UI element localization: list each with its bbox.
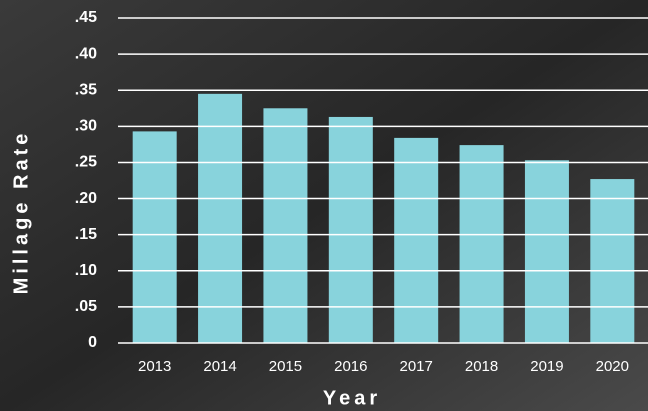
y-tick-label: .10: [75, 262, 97, 279]
bar: [263, 108, 308, 344]
bar: [524, 160, 569, 343]
x-tick-label: 2015: [269, 358, 302, 375]
y-tick-label: 0: [88, 334, 97, 351]
bar: [394, 137, 439, 343]
y-tick-label: .25: [75, 154, 97, 171]
y-tick-label: .05: [75, 298, 97, 315]
x-tick-label: 2020: [596, 358, 629, 375]
bar: [459, 145, 504, 343]
y-tick-label: .15: [75, 226, 97, 243]
y-tick-label: .30: [75, 118, 97, 135]
bar: [198, 93, 243, 343]
x-tick-label: 2016: [334, 358, 367, 375]
x-tick-label: 2014: [203, 358, 236, 375]
y-tick-label: .35: [75, 81, 97, 98]
x-tick-label: 2019: [530, 358, 563, 375]
y-axis-label: Millage Rate: [10, 130, 32, 295]
y-tick-label: .45: [75, 9, 97, 26]
x-axis-label: Year: [323, 387, 381, 409]
bar: [132, 131, 177, 343]
y-tick-label: .40: [75, 45, 97, 62]
y-tick-label: .20: [75, 190, 97, 207]
x-tick-label: 2017: [400, 358, 433, 375]
x-tick-label: 2018: [465, 358, 498, 375]
x-tick-label: 2013: [138, 358, 171, 375]
bar: [328, 116, 373, 343]
bar: [590, 179, 635, 343]
